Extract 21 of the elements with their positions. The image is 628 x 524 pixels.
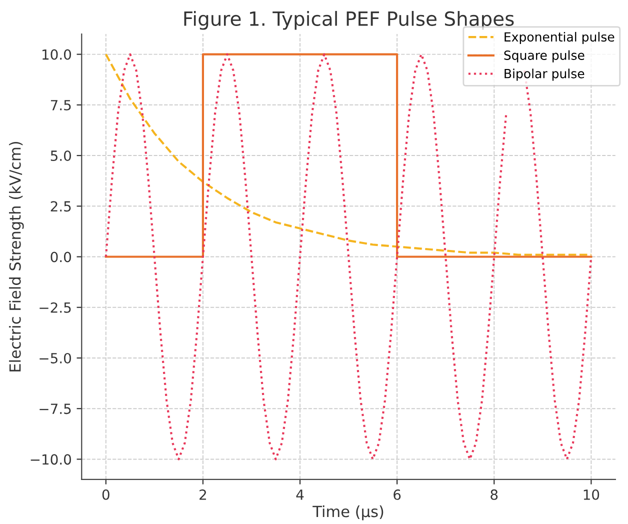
x-tick-label: 2	[200, 489, 206, 500]
x-tick-label: 4	[296, 490, 304, 500]
x-tick-label: 6	[394, 489, 401, 500]
y-tick-label: 10.0	[42, 49, 71, 60]
chart-title: Figure 1. Typical PEF Pulse Shapes	[184, 10, 514, 30]
legend-label: Square pulse	[504, 50, 584, 62]
x-axis-title: Time (µs)	[312, 505, 384, 520]
y-tick-label: −2.5	[40, 302, 71, 313]
x-tick-label: 0	[102, 489, 110, 500]
y-tick-label: 2.5	[50, 201, 71, 212]
x-tick-label: 10	[584, 489, 600, 500]
y-tick-label: −10.0	[30, 454, 71, 465]
legend-label: Bipolar pulse	[504, 68, 584, 81]
legend-label: Exponential pulse	[504, 32, 614, 44]
y-axis-title: Electric Field Strength (kV/cm)	[9, 142, 24, 372]
x-tick-label: 8	[490, 489, 498, 500]
y-tick-label: −5.0	[40, 352, 71, 364]
y-tick-label: 7.5	[50, 100, 71, 110]
y-tick-label: 5.0	[50, 150, 71, 162]
y-tick-label: 0.0	[50, 252, 71, 262]
y-tick-label: −7.5	[40, 404, 71, 414]
